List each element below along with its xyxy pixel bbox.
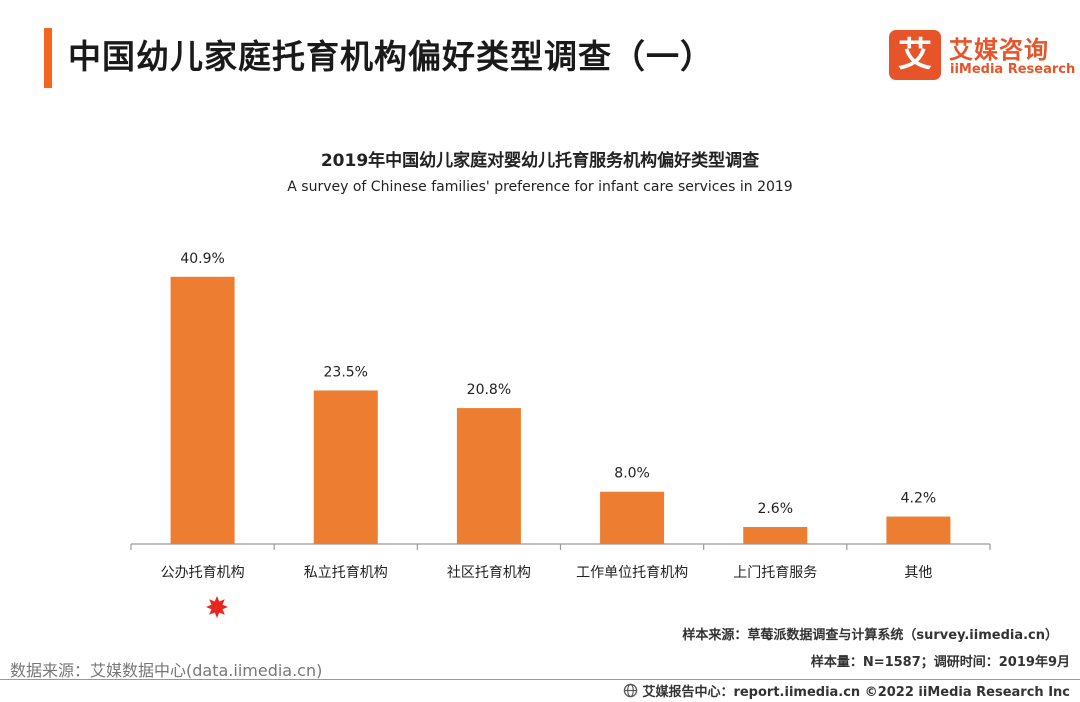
category-label-6: 其他 — [904, 565, 932, 581]
bar-4[interactable] — [600, 491, 665, 544]
category-label-1: 公办托育机构 — [161, 565, 245, 581]
logo-badge-icon: 艾 — [889, 30, 941, 80]
iimedia-logo[interactable]: 艾 艾媒咨询 iiMedia Research — [889, 30, 1075, 82]
sample-size-note: 样本量：N=1587；调研时间：2019年9月 — [810, 655, 1070, 670]
logo-name-cn: 艾媒咨询 — [949, 36, 1049, 64]
highlight-star-icon — [206, 596, 228, 618]
bar-2[interactable] — [313, 390, 378, 544]
footer-divider — [0, 679, 1080, 680]
chart-subtitle: A survey of Chinese families' preference… — [287, 179, 793, 195]
data-source-note: 数据来源：艾媒数据中心(data.iimedia.cn) — [10, 661, 323, 680]
sample-source-note: 样本来源：草莓派数据调查与计算系统（survey.iimedia.cn） — [682, 628, 1058, 643]
data-label-4: 8.0% — [614, 466, 650, 482]
globe-icon — [624, 683, 638, 698]
title-accent-bar — [44, 28, 52, 88]
data-label-5: 2.6% — [757, 501, 793, 517]
footer: 艾媒报告中心：report.iimedia.cn ©2022 iiMedia R… — [623, 681, 1070, 700]
bar-1[interactable] — [170, 276, 235, 544]
data-label-6: 4.2% — [901, 491, 937, 507]
chart-title: 2019年中国幼儿家庭对婴幼儿托育服务机构偏好类型调查 — [320, 151, 760, 171]
page-title: 中国幼儿家庭托育机构偏好类型调查（一） — [68, 37, 714, 76]
category-label-2: 私立托育机构 — [304, 565, 388, 581]
category-label-4: 工作单位托育机构 — [576, 565, 688, 581]
bar-5[interactable] — [743, 527, 808, 544]
bar-6[interactable] — [886, 516, 951, 544]
logo-name-en: iiMedia Research — [950, 62, 1076, 77]
category-label-5: 上门托育服务 — [733, 565, 817, 581]
data-label-1: 40.9% — [180, 251, 224, 267]
category-label-3: 社区托育机构 — [447, 565, 531, 581]
bar-3[interactable] — [456, 408, 521, 544]
data-label-2: 23.5% — [324, 364, 368, 380]
footer-text[interactable]: 艾媒报告中心：report.iimedia.cn ©2022 iiMedia R… — [642, 685, 1070, 700]
data-label-3: 20.8% — [467, 382, 511, 398]
